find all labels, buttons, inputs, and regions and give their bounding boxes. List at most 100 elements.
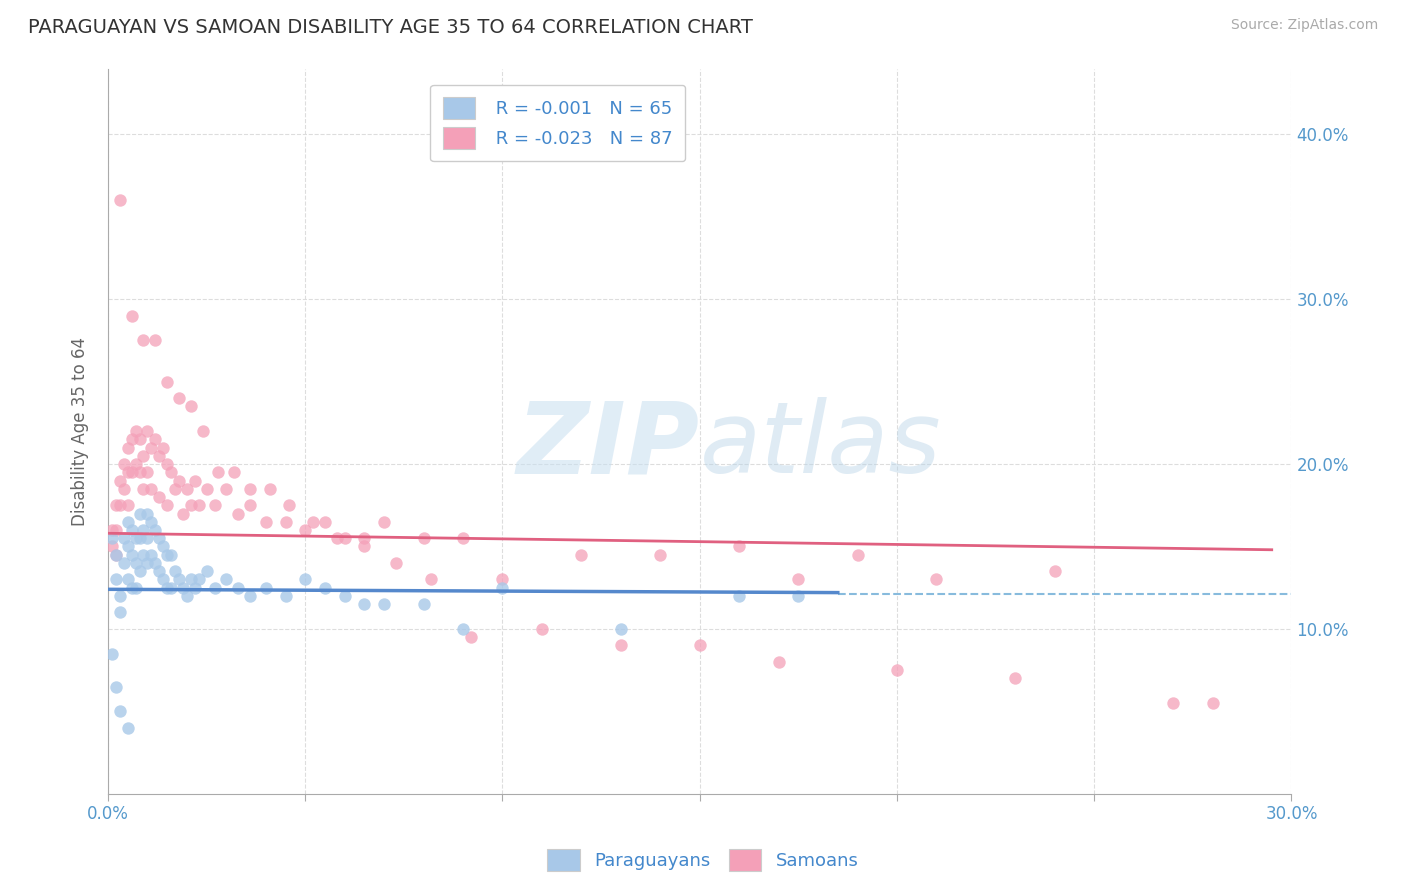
Point bbox=[207, 465, 229, 479]
Point bbox=[108, 498, 131, 512]
Point bbox=[451, 622, 474, 636]
Point bbox=[104, 498, 127, 512]
Point bbox=[215, 482, 238, 496]
Y-axis label: Disability Age 35 to 64: Disability Age 35 to 64 bbox=[72, 336, 89, 525]
Point bbox=[112, 556, 135, 570]
Point bbox=[117, 465, 139, 479]
Point bbox=[152, 540, 174, 554]
Point bbox=[121, 309, 143, 323]
Point bbox=[184, 581, 207, 595]
Point bbox=[353, 531, 375, 545]
Point bbox=[117, 515, 139, 529]
Point bbox=[333, 531, 356, 545]
Point bbox=[274, 589, 297, 603]
Point bbox=[787, 589, 810, 603]
Point bbox=[180, 573, 202, 587]
Point bbox=[101, 647, 124, 661]
Point bbox=[152, 573, 174, 587]
Point bbox=[353, 540, 375, 554]
Point bbox=[226, 507, 249, 521]
Point bbox=[239, 482, 262, 496]
Point bbox=[128, 465, 150, 479]
Point bbox=[180, 400, 202, 414]
Point bbox=[117, 540, 139, 554]
Point bbox=[112, 531, 135, 545]
Point bbox=[165, 482, 187, 496]
Point bbox=[148, 490, 170, 504]
Point bbox=[1004, 671, 1026, 685]
Point bbox=[104, 548, 127, 562]
Text: atlas: atlas bbox=[700, 397, 942, 494]
Point bbox=[117, 441, 139, 455]
Point bbox=[112, 482, 135, 496]
Point bbox=[1161, 696, 1184, 710]
Point bbox=[124, 581, 146, 595]
Point bbox=[101, 540, 124, 554]
Point bbox=[274, 515, 297, 529]
Point bbox=[121, 548, 143, 562]
Point bbox=[132, 449, 155, 463]
Text: ZIP: ZIP bbox=[517, 397, 700, 494]
Point bbox=[104, 573, 127, 587]
Point bbox=[191, 424, 214, 438]
Point bbox=[112, 457, 135, 471]
Point bbox=[333, 589, 356, 603]
Point bbox=[187, 573, 209, 587]
Point bbox=[195, 564, 218, 578]
Point bbox=[136, 531, 159, 545]
Point bbox=[254, 515, 277, 529]
Point bbox=[160, 465, 183, 479]
Point bbox=[156, 375, 179, 389]
Point bbox=[156, 457, 179, 471]
Point bbox=[117, 721, 139, 735]
Point bbox=[385, 556, 408, 570]
Point bbox=[184, 474, 207, 488]
Point bbox=[108, 194, 131, 208]
Point bbox=[160, 581, 183, 595]
Point bbox=[167, 391, 190, 405]
Point bbox=[294, 523, 316, 537]
Point bbox=[160, 548, 183, 562]
Point bbox=[128, 531, 150, 545]
Point bbox=[101, 523, 124, 537]
Point bbox=[239, 589, 262, 603]
Legend: Paraguayans, Samoans: Paraguayans, Samoans bbox=[540, 842, 866, 879]
Point bbox=[491, 581, 513, 595]
Point bbox=[143, 556, 166, 570]
Point bbox=[314, 581, 336, 595]
Point bbox=[143, 334, 166, 348]
Point bbox=[124, 531, 146, 545]
Point bbox=[172, 507, 194, 521]
Point bbox=[165, 564, 187, 578]
Point bbox=[373, 515, 395, 529]
Point bbox=[689, 638, 711, 652]
Point bbox=[180, 498, 202, 512]
Point bbox=[121, 433, 143, 447]
Point bbox=[846, 548, 869, 562]
Point bbox=[239, 498, 262, 512]
Legend:  R = -0.001   N = 65,  R = -0.023   N = 87: R = -0.001 N = 65, R = -0.023 N = 87 bbox=[430, 85, 685, 161]
Point bbox=[610, 638, 633, 652]
Point bbox=[128, 433, 150, 447]
Point bbox=[152, 441, 174, 455]
Point bbox=[156, 581, 179, 595]
Point bbox=[176, 589, 198, 603]
Point bbox=[132, 523, 155, 537]
Point bbox=[136, 424, 159, 438]
Point bbox=[373, 597, 395, 611]
Point bbox=[195, 482, 218, 496]
Point bbox=[128, 564, 150, 578]
Point bbox=[132, 548, 155, 562]
Point bbox=[141, 515, 163, 529]
Point bbox=[108, 704, 131, 718]
Point bbox=[886, 663, 908, 677]
Point bbox=[204, 498, 226, 512]
Point bbox=[259, 482, 281, 496]
Point bbox=[412, 531, 434, 545]
Point bbox=[148, 449, 170, 463]
Point bbox=[121, 523, 143, 537]
Point bbox=[128, 507, 150, 521]
Point bbox=[141, 441, 163, 455]
Point bbox=[224, 465, 246, 479]
Point bbox=[156, 548, 179, 562]
